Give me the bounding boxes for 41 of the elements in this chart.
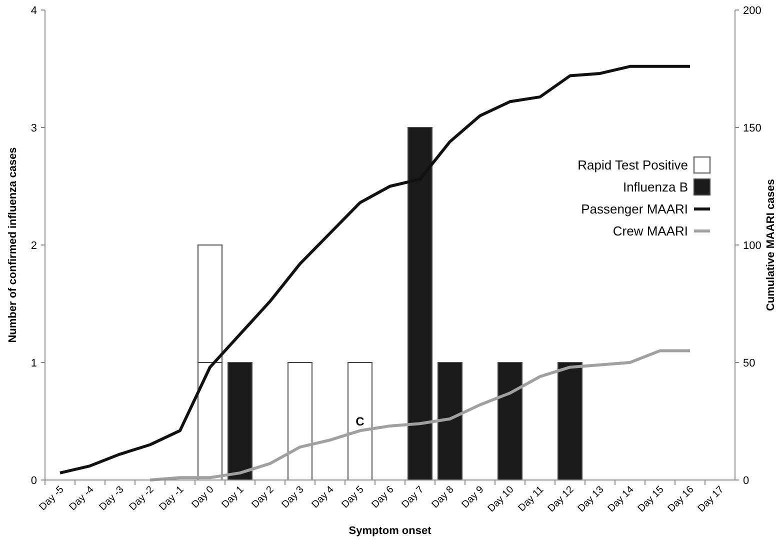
y-tick-label: 3 <box>30 122 37 134</box>
legend-label: Passenger MAARI <box>581 202 688 217</box>
y-tick-label: 4 <box>30 4 37 17</box>
x-tick-label: Day 13 <box>576 484 606 515</box>
x-tick-label: Day 7 <box>400 484 426 511</box>
x-tick-label: Day 6 <box>370 484 396 511</box>
legend-label: Rapid Test Positive <box>578 158 688 173</box>
x-tick-label: Day 1 <box>220 484 246 511</box>
y-axis-title: Number of confirmed influenza cases <box>7 147 19 343</box>
y2-tick-label: 50 <box>743 357 756 370</box>
x-tick-label: Day -2 <box>128 484 156 513</box>
x-tick-label: Day 10 <box>486 484 516 515</box>
x-tick-label: Day 14 <box>606 484 636 515</box>
x-tick-label: Day -1 <box>158 484 186 513</box>
x-tick-label: Day 16 <box>666 484 696 515</box>
y2-tick-label: 200 <box>743 4 762 17</box>
annotation: C <box>356 414 365 428</box>
legend-label: Crew MAARI <box>612 224 688 239</box>
x-tick-label: Day 12 <box>546 484 576 515</box>
x-tick-label: Day 15 <box>636 484 666 515</box>
x-tick-label: Day 17 <box>696 484 726 515</box>
legend-label: Influenza B <box>622 180 688 195</box>
y2-tick-label: 150 <box>743 122 762 134</box>
x-tick-label: Day 3 <box>280 484 306 511</box>
x-tick-label: Day -5 <box>38 484 66 513</box>
x-tick-label: Day 11 <box>516 484 546 514</box>
x-tick-label: Day -4 <box>68 484 96 513</box>
x-axis-title: Symptom onset <box>348 525 432 537</box>
x-tick-label: Day 5 <box>340 484 366 511</box>
x-tick-label: Day 4 <box>310 484 336 511</box>
x-tick-label: Day 8 <box>430 484 456 511</box>
y2-tick-label: 0 <box>743 474 750 487</box>
y-tick-label: 1 <box>30 357 37 370</box>
y2-tick-label: 100 <box>743 240 762 252</box>
x-tick-label: Day -3 <box>98 484 126 513</box>
y2-axis-title: Cumulative MAARI cases <box>765 178 777 312</box>
x-tick-label: Day 0 <box>190 484 216 511</box>
y-tick-label: 2 <box>30 240 37 252</box>
y-tick-label: 0 <box>30 474 37 487</box>
x-tick-label: Day 9 <box>460 484 486 511</box>
x-tick-label: Day 2 <box>250 484 276 511</box>
